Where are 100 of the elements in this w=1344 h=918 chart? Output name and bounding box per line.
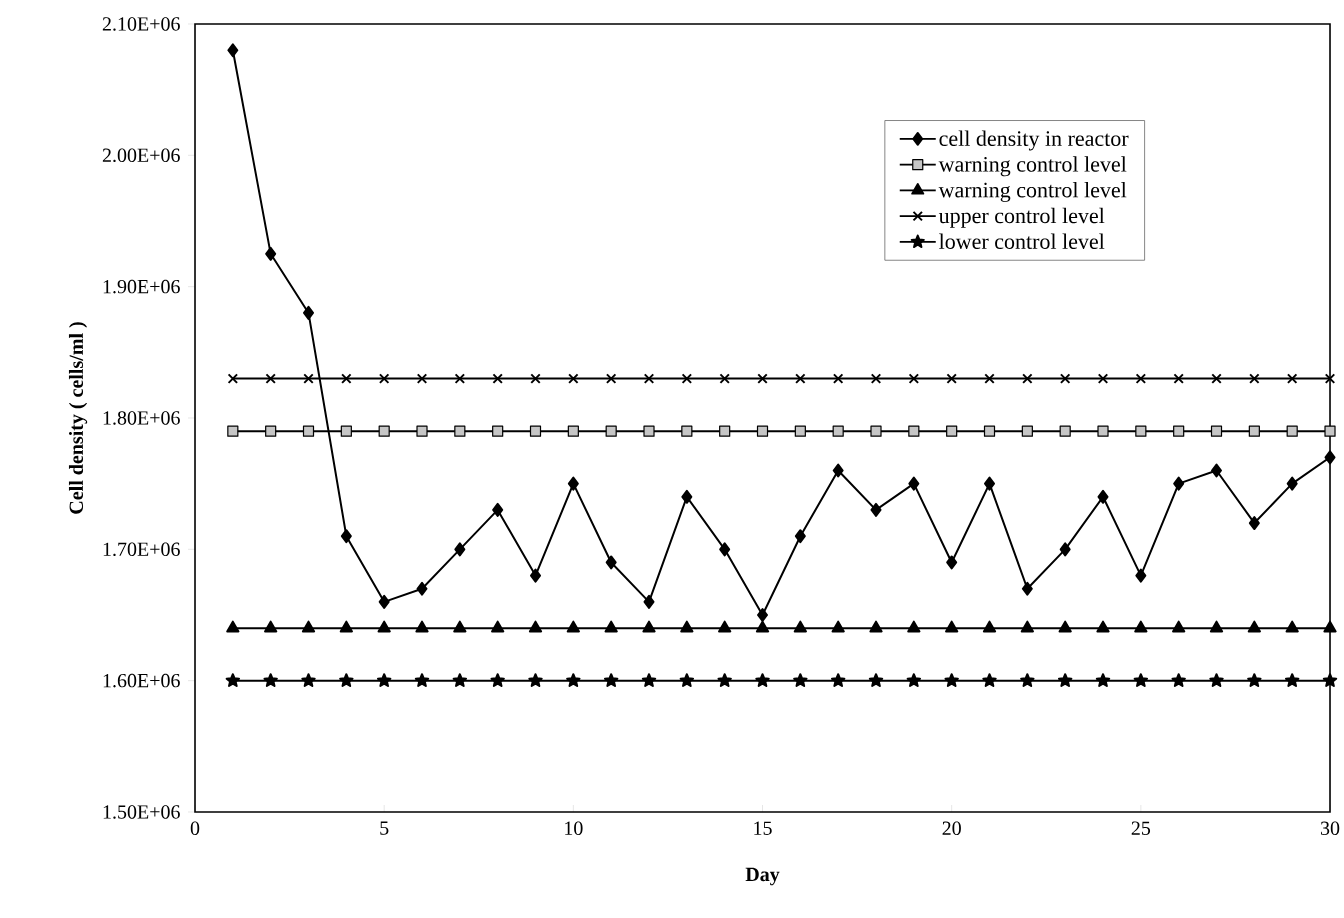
point <box>227 425 239 437</box>
point <box>303 305 315 320</box>
point <box>795 373 806 384</box>
point <box>945 620 959 633</box>
point <box>1322 673 1338 687</box>
point <box>1249 373 1260 384</box>
x-tick-label: 20 <box>942 821 961 836</box>
point <box>1059 542 1071 557</box>
point <box>528 673 543 687</box>
point <box>870 373 882 384</box>
point <box>1021 581 1033 596</box>
point <box>1285 673 1300 687</box>
point <box>1247 673 1262 687</box>
point <box>755 673 770 687</box>
point <box>1097 373 1109 384</box>
point <box>1211 463 1223 478</box>
point <box>377 620 391 633</box>
point <box>566 673 581 687</box>
y-tick-label: 2.10E+06 <box>102 17 180 31</box>
y-tick-label: 1.50E+06 <box>103 805 180 819</box>
point <box>226 620 240 633</box>
point <box>415 620 429 633</box>
x-axis-title: Day <box>745 867 780 886</box>
point <box>1135 425 1147 437</box>
point <box>567 476 579 491</box>
point <box>642 620 656 633</box>
point <box>1057 673 1073 687</box>
point <box>643 425 655 437</box>
point <box>341 373 352 384</box>
point <box>301 620 316 633</box>
point <box>831 673 846 687</box>
point <box>755 620 770 633</box>
point <box>454 542 466 557</box>
point <box>603 673 619 687</box>
y-tick-label: 2.00E+06 <box>102 148 180 163</box>
point <box>1286 425 1298 437</box>
x-tick-label: 25 <box>1131 821 1151 835</box>
legend-label: upper control level <box>938 207 1105 228</box>
point <box>869 620 883 633</box>
point <box>1097 425 1109 437</box>
point <box>302 425 315 437</box>
point <box>340 529 352 544</box>
point <box>1135 568 1147 583</box>
point <box>1248 516 1260 531</box>
x-tick-label: 15 <box>754 821 772 835</box>
point <box>1211 373 1222 384</box>
point <box>378 425 390 437</box>
point <box>1286 373 1298 384</box>
point <box>265 373 276 384</box>
point <box>946 425 958 437</box>
point <box>530 568 542 583</box>
point <box>605 555 617 570</box>
point <box>303 373 314 384</box>
point <box>717 673 732 687</box>
point <box>301 673 316 687</box>
point <box>1173 425 1185 437</box>
point <box>946 555 958 570</box>
point <box>1173 476 1185 491</box>
y-axis-title: Cell density ( cells/ml ) <box>68 322 88 514</box>
point <box>794 529 806 544</box>
point <box>832 463 844 478</box>
point <box>868 673 884 687</box>
point <box>1324 450 1336 465</box>
point <box>1020 620 1034 633</box>
point <box>1209 620 1224 633</box>
point <box>982 620 997 633</box>
point <box>566 620 580 633</box>
point <box>681 425 693 437</box>
point <box>870 425 882 437</box>
point <box>416 425 428 437</box>
point <box>378 594 390 609</box>
point <box>416 373 428 384</box>
point <box>1285 620 1299 633</box>
y-tick-label: 1.70E+06 <box>103 542 180 557</box>
point <box>227 373 239 384</box>
point <box>870 502 882 517</box>
point <box>908 425 920 437</box>
point <box>492 373 503 384</box>
point <box>452 673 468 687</box>
point <box>605 373 617 384</box>
point <box>641 673 657 687</box>
legend-label: warning control level <box>938 182 1127 203</box>
point <box>793 673 808 687</box>
point <box>908 373 920 384</box>
point <box>1171 673 1186 687</box>
point <box>265 246 277 261</box>
point <box>1097 489 1109 504</box>
point <box>643 373 655 384</box>
point <box>719 373 730 384</box>
point <box>340 425 352 437</box>
point <box>1173 373 1184 384</box>
point <box>794 425 806 437</box>
point <box>225 673 241 687</box>
point <box>1172 620 1186 633</box>
y-tick-label: 1.80E+06 <box>103 411 180 425</box>
point <box>944 673 959 687</box>
point <box>793 620 807 633</box>
point <box>1020 673 1035 687</box>
point <box>490 673 505 687</box>
point <box>491 620 505 633</box>
